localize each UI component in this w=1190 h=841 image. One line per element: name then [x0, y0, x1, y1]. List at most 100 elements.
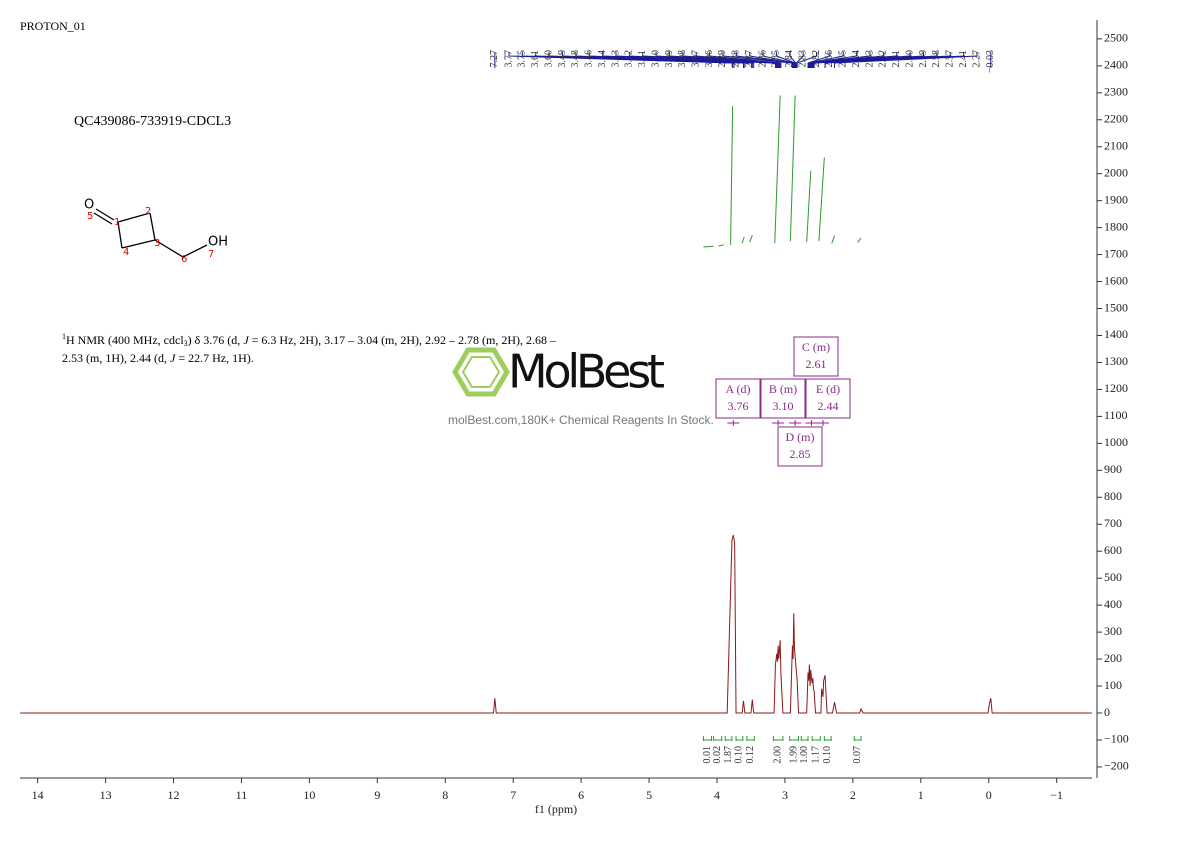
- x-tick-label: 0: [986, 788, 992, 802]
- peak-label: 2.57: [945, 50, 956, 68]
- x-tick-label: 10: [303, 788, 315, 802]
- description: 2.53 (m, 1H), 2.44 (d, J = 22.7 Hz, 1H).: [62, 351, 254, 365]
- peak-label: 3.06: [704, 50, 715, 68]
- x-axis-label: f1 (ppm): [535, 802, 577, 816]
- multiplet-shift: 3.10: [773, 399, 794, 413]
- peak-label: 3.13: [610, 50, 621, 68]
- atom-number: 3: [154, 238, 160, 249]
- x-tick-label: 9: [374, 788, 380, 802]
- peak-label: 2.27: [971, 50, 982, 68]
- peak-label: 2.87: [744, 50, 755, 68]
- integral-curve: [806, 170, 812, 243]
- y-tick-label: 100: [1104, 678, 1122, 692]
- peak-connector: [588, 52, 755, 68]
- multiplet-shift: 2.44: [818, 399, 839, 413]
- peak-label: 2.84: [784, 50, 795, 68]
- multiplet-box: [777, 426, 823, 467]
- y-tick-label: 2400: [1104, 58, 1128, 72]
- integral-bracket: [724, 736, 733, 741]
- description: 1H NMR (400 MHz, cdcl3) δ 3.76 (d, J = 6…: [62, 332, 557, 348]
- peak-label: 3.10: [650, 50, 661, 68]
- desc-part: J: [243, 333, 249, 347]
- peak-label: 3.09: [664, 50, 675, 68]
- y-tick-label: 1700: [1104, 246, 1128, 260]
- peak-label: 3.61: [530, 50, 541, 68]
- peak-connector: [808, 52, 858, 68]
- multiplet-marker: [805, 420, 818, 426]
- integral-bracket: [853, 736, 862, 741]
- integral-curve: [857, 237, 862, 243]
- desc-part: H NMR (400 MHz, cdcl: [66, 333, 184, 347]
- peak-label: 2.83: [797, 50, 808, 68]
- desc-part: ) δ 3.76 (d,: [188, 333, 244, 347]
- desc-part: = 22.7 Hz, 1H).: [175, 351, 253, 365]
- integral-value: 1.17: [810, 746, 821, 764]
- peak-connector: [795, 52, 804, 68]
- logo-hexagon: [452, 347, 510, 397]
- y-tick-label: 2500: [1104, 31, 1128, 45]
- peak-label: 3.14: [597, 50, 608, 68]
- peak-label: 3.12: [624, 50, 635, 68]
- x-tick-label: 4: [714, 788, 720, 802]
- y-tick-label: 600: [1104, 543, 1122, 557]
- spectrum-line: [20, 534, 1092, 714]
- x-tick-label: 1: [918, 788, 924, 802]
- x-tick-label: −1: [1050, 788, 1063, 802]
- y-tick-label: 800: [1104, 489, 1122, 503]
- bond: [182, 244, 208, 258]
- integral-bracket: [823, 736, 832, 741]
- integral-value: 1.87: [723, 746, 734, 764]
- peak-connector: [709, 52, 782, 68]
- peak-label: 2.86: [757, 50, 768, 68]
- y-tick-label: 1900: [1104, 192, 1128, 206]
- x-tick-label: 8: [442, 788, 448, 802]
- y-tick-label: 1400: [1104, 327, 1128, 341]
- integral-bracket: [789, 736, 800, 741]
- multiplet-name: C (m): [802, 340, 830, 354]
- desc-part: 3: [184, 339, 188, 348]
- y-tick-label: −200: [1104, 759, 1129, 773]
- y-tick-label: 400: [1104, 597, 1122, 611]
- y-tick-label: 1200: [1104, 381, 1128, 395]
- x-tick-label: 12: [168, 788, 180, 802]
- bond: [121, 239, 156, 249]
- multiplet-box: [793, 336, 839, 377]
- x-tick-label: 11: [236, 788, 248, 802]
- x-tick-label: 7: [510, 788, 516, 802]
- integral-value: 0.07: [852, 746, 863, 764]
- integral-value: 0.10: [822, 746, 833, 764]
- peak-connector: [810, 52, 884, 68]
- peak-connector: [810, 52, 898, 68]
- y-tick-label: 2000: [1104, 165, 1128, 179]
- desc-part: 2.53 (m, 1H), 2.44 (d,: [62, 351, 170, 365]
- integral-bracket: [735, 736, 744, 741]
- integral-curve: [831, 235, 836, 244]
- multiplet-name: E (d): [816, 382, 840, 396]
- multiplet-box: [715, 378, 761, 419]
- multiplet-name: A (d): [726, 382, 751, 396]
- x-tick-label: 13: [100, 788, 112, 802]
- bond: [93, 212, 113, 225]
- multiplet-shift: 2.85: [790, 447, 811, 461]
- y-tick-label: 0: [1104, 705, 1110, 719]
- peak-label: 2.82: [811, 50, 822, 68]
- atom-number: 4: [123, 247, 129, 258]
- integral-curve: [741, 236, 745, 244]
- multiplet-shift: 3.76: [728, 399, 749, 413]
- x-tick-label: 6: [578, 788, 584, 802]
- peak-connector: [834, 52, 978, 68]
- integral-bracket: [772, 736, 784, 741]
- y-tick-label: 2200: [1104, 112, 1128, 126]
- integral-bracket: [713, 736, 723, 741]
- integral-value: 1.00: [799, 746, 810, 764]
- peak-connector: [668, 52, 780, 68]
- multiplet-shift: 2.61: [806, 357, 827, 371]
- peak-label: 3.60: [543, 50, 554, 68]
- desc-part: 1: [62, 332, 66, 341]
- bond: [95, 208, 115, 221]
- sample-name: QC439086-733919-CDCL3: [74, 114, 231, 129]
- structure: [93, 208, 208, 258]
- peak-label: 2.58: [931, 50, 942, 68]
- integral-value: 0.10: [734, 746, 745, 764]
- peak-label: 3.77: [503, 50, 514, 68]
